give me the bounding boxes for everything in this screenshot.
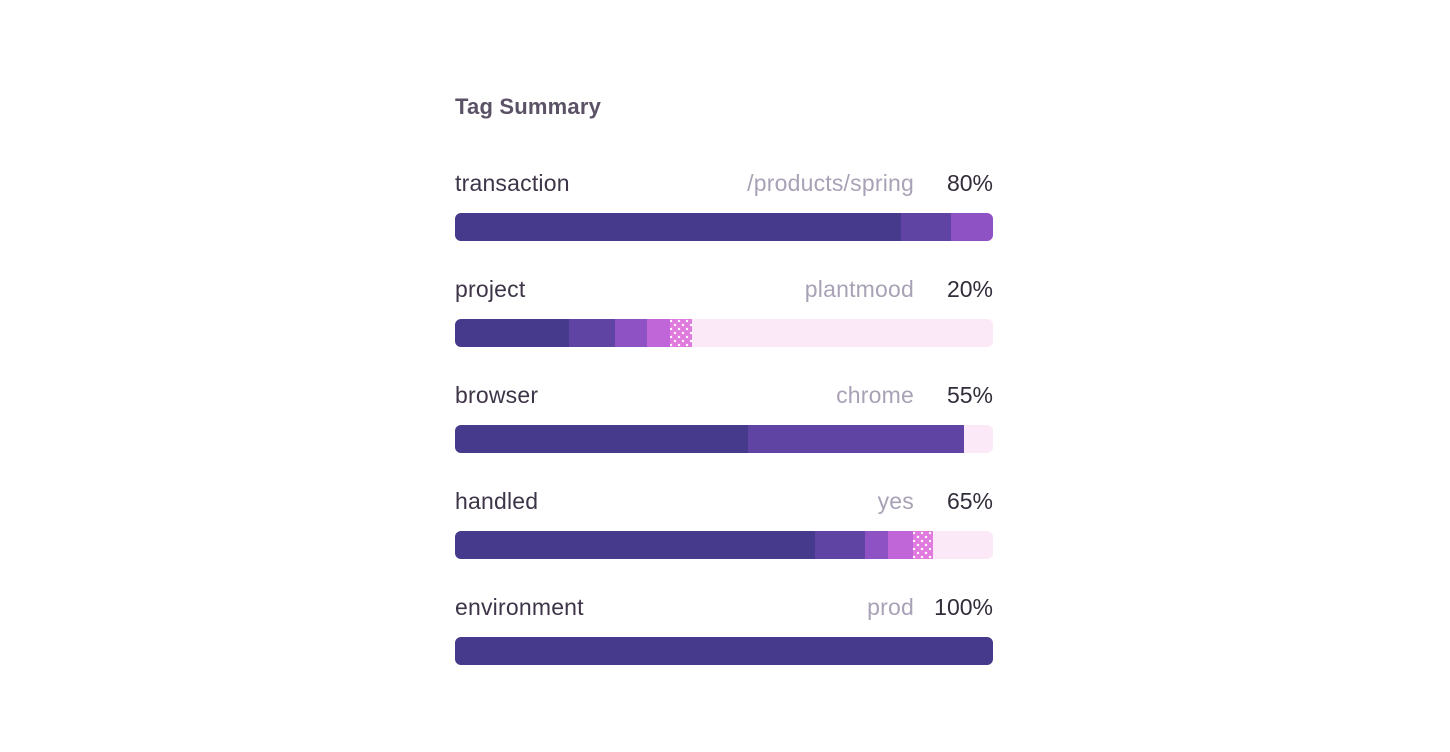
tag-row: transaction /products/spring 80% [455,168,993,241]
tag-row-header: browser chrome 55% [455,380,993,410]
tag-row: handled yes 65% [455,486,993,559]
bar-segment[interactable] [814,531,865,559]
tag-distribution-bar [455,319,993,347]
tag-top-percent: 65% [946,488,993,514]
bar-segment[interactable] [615,319,648,347]
bar-segment[interactable] [748,425,964,453]
tag-top-value: /products/spring [747,170,914,196]
bar-segment[interactable] [569,319,616,347]
tag-distribution-bar [455,213,993,241]
bar-segment[interactable] [864,531,889,559]
bar-segment[interactable] [901,213,952,241]
tag-row: project plantmood 20% [455,274,993,347]
tag-name: transaction [455,170,570,196]
tag-name: browser [455,382,539,408]
bar-segment[interactable] [888,531,913,559]
tag-distribution-bar [455,637,993,665]
tag-row: browser chrome 55% [455,380,993,453]
tag-row-header: handled yes 65% [455,486,993,516]
tag-top-value: plantmood [804,276,914,302]
tag-row: environment prod 100% [455,592,993,665]
tag-row-header: project plantmood 20% [455,274,993,304]
tag-summary-panel: Tag Summary transaction /products/spring… [455,93,993,698]
tag-top-percent: 100% [934,594,993,620]
bar-segment[interactable] [912,531,933,559]
tag-row-header: transaction /products/spring 80% [455,168,993,198]
panel-title: Tag Summary [455,94,602,119]
tag-top-value: yes [877,488,914,514]
tag-top-percent: 80% [946,170,993,196]
tag-name: handled [455,488,539,514]
bar-segment[interactable] [455,637,993,665]
tag-row-header: environment prod 100% [455,592,993,622]
tag-distribution-bar [455,425,993,453]
tag-name: environment [455,594,584,620]
bar-segment[interactable] [455,531,815,559]
tag-name: project [455,276,526,302]
bar-segment[interactable] [670,319,693,347]
tag-top-percent: 55% [946,382,993,408]
bar-segment[interactable] [455,319,570,347]
tag-top-percent: 20% [946,276,993,302]
bar-segment[interactable] [455,213,901,241]
bar-segment[interactable] [951,213,993,241]
tag-rows: transaction /products/spring 80% project… [455,168,993,665]
bar-segment[interactable] [647,319,671,347]
tag-top-value: prod [867,594,914,620]
bar-segment[interactable] [455,425,749,453]
tag-top-value: chrome [836,382,914,408]
tag-distribution-bar [455,531,993,559]
